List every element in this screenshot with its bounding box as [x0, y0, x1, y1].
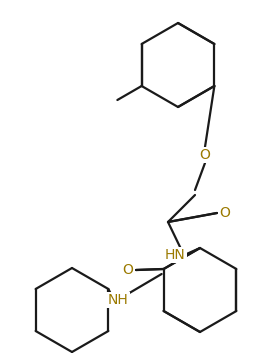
Text: O: O	[199, 148, 210, 162]
Text: O: O	[219, 206, 230, 220]
Text: NH: NH	[108, 293, 128, 307]
Text: O: O	[123, 263, 134, 277]
Text: HN: HN	[165, 248, 185, 262]
